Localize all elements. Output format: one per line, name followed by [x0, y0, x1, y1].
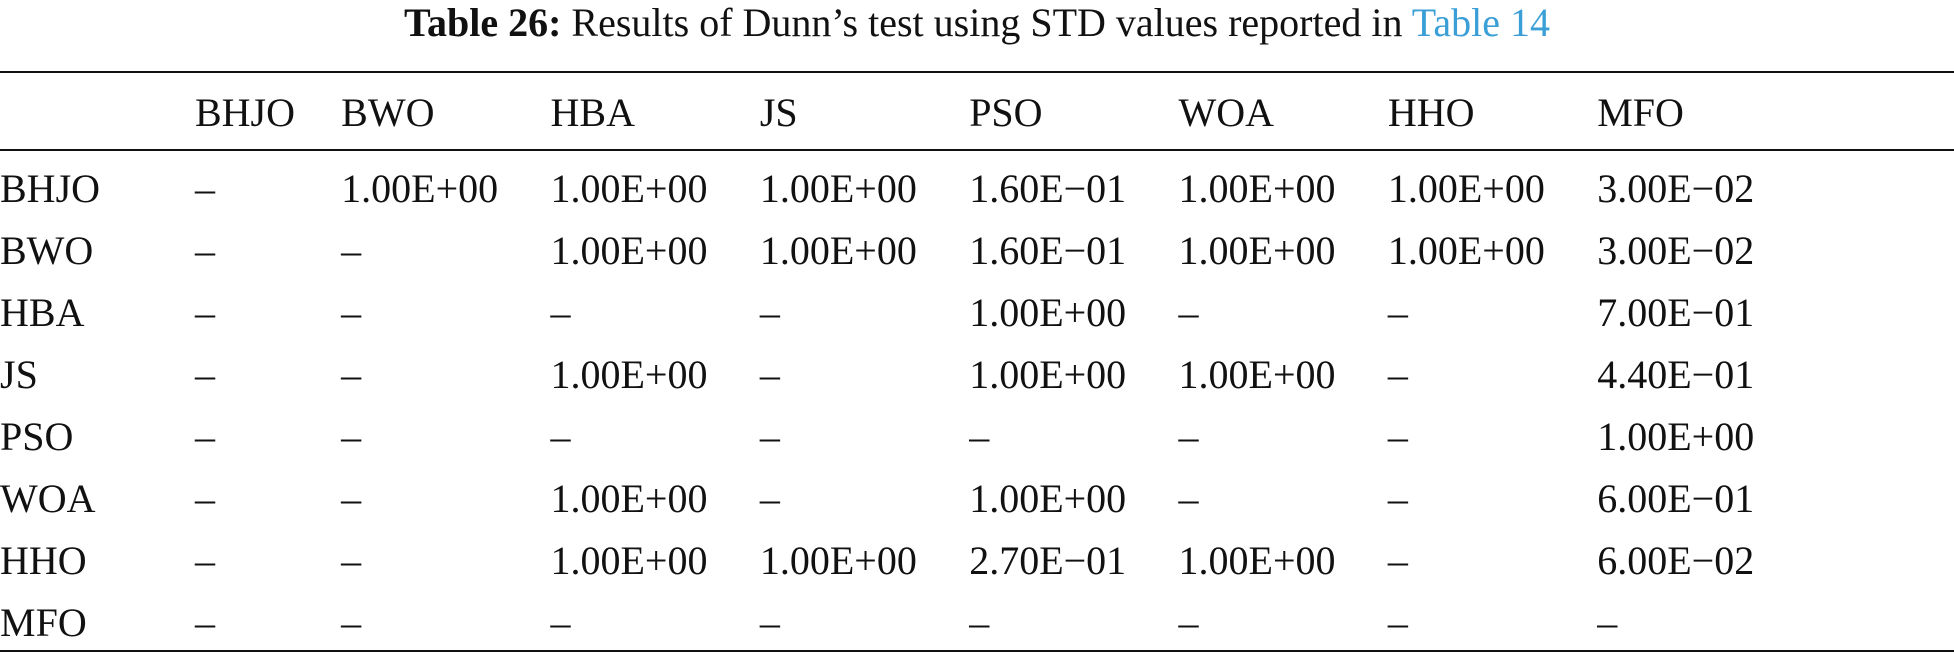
table-cell: –: [1178, 475, 1199, 521]
table-cell: –: [194, 165, 215, 211]
table-cell: –: [1597, 599, 1618, 645]
row-header: HHO: [0, 537, 87, 583]
table-cell: 1.00E+00: [550, 537, 708, 583]
table-cell: –: [1178, 599, 1199, 645]
table-cell: 1.00E+00: [1178, 227, 1336, 273]
col-header: BWO: [341, 89, 435, 135]
table-row: JS – – 1.00E+00 – 1.00E+00 1.00E+00 – 4.40E−01: [0, 343, 1954, 405]
row-header: PSO: [0, 413, 74, 459]
table-cell: –: [1387, 475, 1408, 521]
row-header: HBA: [0, 289, 85, 335]
table-cell: –: [1178, 413, 1199, 459]
table-header-rule: [0, 149, 1954, 151]
table-bottom-rule: [0, 650, 1954, 652]
table-row: PSO – – – – – – – 1.00E+00: [0, 405, 1954, 467]
header-row: BHJO BWO HBA JS PSO WOA HHO MFO: [0, 73, 1954, 149]
table-caption: Table 26: Results of Dunn’s test using S…: [0, 0, 1954, 46]
row-header: MFO: [0, 599, 87, 645]
table-cell: 1.00E+00: [1178, 537, 1336, 583]
table-row: MFO – – – – – – – –: [0, 591, 1954, 653]
table-cell: 1.00E+00: [550, 165, 708, 211]
row-header: JS: [0, 351, 38, 397]
table-cell: –: [341, 227, 362, 273]
table-cell: 1.00E+00: [969, 289, 1127, 335]
table-cell: –: [759, 413, 780, 459]
col-header: WOA: [1178, 89, 1275, 135]
table-cell: –: [194, 289, 215, 335]
table-cell: –: [1387, 599, 1408, 645]
table-row: HBA – – – – 1.00E+00 – – 7.00E−01: [0, 281, 1954, 343]
table-cell: –: [341, 351, 362, 397]
table-cell: –: [341, 599, 362, 645]
table-row: BHJO – 1.00E+00 1.00E+00 1.00E+00 1.60E−01 1.0…: [0, 157, 1954, 219]
table-cell: 1.00E+00: [759, 537, 917, 583]
col-header: HBA: [550, 89, 635, 135]
col-header: HHO: [1387, 89, 1475, 135]
table-cell: –: [1387, 351, 1408, 397]
table-cell: –: [550, 289, 571, 335]
table-cell: 1.60E−01: [969, 165, 1127, 211]
table-cell: 1.00E+00: [341, 165, 499, 211]
caption-link-table-14[interactable]: Table 14: [1411, 0, 1551, 45]
table-cell: 1.00E+00: [759, 227, 917, 273]
col-header: PSO: [969, 89, 1043, 135]
table-cell: 6.00E−01: [1597, 475, 1755, 521]
table-cell: 7.00E−01: [1597, 289, 1755, 335]
table-cell: 1.00E+00: [1178, 165, 1336, 211]
col-header: MFO: [1597, 89, 1684, 135]
row-header: BWO: [0, 227, 94, 273]
table-cell: 1.00E+00: [1178, 351, 1336, 397]
table-cell: 3.00E−02: [1597, 227, 1755, 273]
table-cell: –: [969, 599, 990, 645]
col-header: BHJO: [194, 89, 295, 135]
table-cell: –: [969, 413, 990, 459]
table-cell: 1.00E+00: [550, 475, 708, 521]
table-cell: –: [194, 475, 215, 521]
table-cell: –: [1178, 289, 1199, 335]
table-cell: –: [759, 351, 780, 397]
table-cell: –: [341, 475, 362, 521]
table-cell: 3.00E−02: [1597, 165, 1755, 211]
table-cell: 2.70E−01: [969, 537, 1127, 583]
dunn-test-table: BHJO BWO HBA JS PSO WOA HHO MFO BHJO – 1.0…: [0, 73, 1954, 653]
row-header: WOA: [0, 475, 96, 521]
table-cell: –: [341, 537, 362, 583]
table-cell: –: [1387, 537, 1408, 583]
table-row: WOA – – 1.00E+00 – 1.00E+00 – – 6.00E−01: [0, 467, 1954, 529]
table-cell: –: [341, 289, 362, 335]
col-header: JS: [759, 89, 798, 135]
table-cell: –: [550, 413, 571, 459]
table-cell: –: [550, 599, 571, 645]
table-cell: 1.00E+00: [1597, 413, 1755, 459]
table-cell: –: [341, 413, 362, 459]
table-cell: 1.00E+00: [759, 165, 917, 211]
table-cell: –: [1387, 289, 1408, 335]
table-cell: –: [759, 599, 780, 645]
table-cell: 1.00E+00: [969, 475, 1127, 521]
table-cell: 4.40E−01: [1597, 351, 1755, 397]
corner-cell: [0, 73, 195, 149]
table-cell: 1.00E+00: [1387, 227, 1545, 273]
table-cell: 1.00E+00: [969, 351, 1127, 397]
table-cell: –: [194, 413, 215, 459]
table-cell: –: [194, 599, 215, 645]
table-cell: –: [759, 475, 780, 521]
table-cell: 6.00E−02: [1597, 537, 1755, 583]
table-top-rule: [0, 71, 1954, 73]
table-cell: 1.00E+00: [1387, 165, 1545, 211]
table-row: HHO – – 1.00E+00 1.00E+00 2.70E−01 1.00E+00 – 6.…: [0, 529, 1954, 591]
table-body: BHJO – 1.00E+00 1.00E+00 1.00E+00 1.60E−01 1.0…: [0, 157, 1954, 653]
row-header: BHJO: [0, 165, 101, 211]
table-cell: –: [1387, 413, 1408, 459]
table-cell: 1.00E+00: [550, 227, 708, 273]
table-cell: –: [194, 351, 215, 397]
table-cell: 1.60E−01: [969, 227, 1127, 273]
caption-text: Results of Dunn’s test using STD values …: [571, 0, 1403, 45]
caption-label: Table 26:: [403, 0, 562, 45]
table-row: BWO – – 1.00E+00 1.00E+00 1.60E−01 1.00E+00 1.0…: [0, 219, 1954, 281]
table-cell: –: [194, 537, 215, 583]
table-cell: –: [194, 227, 215, 273]
table-cell: 1.00E+00: [550, 351, 708, 397]
table-cell: –: [759, 289, 780, 335]
